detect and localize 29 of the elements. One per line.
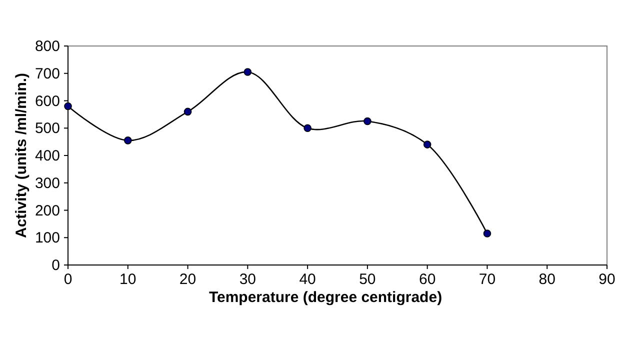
point (124, 136, 132, 144)
point (64, 102, 72, 110)
x-tick-label: 50 (359, 271, 376, 288)
y-axis-title: Activity (units /ml/min.) (13, 72, 30, 238)
y-tick-label: 300 (34, 174, 60, 192)
x-tick-label: 60 (418, 271, 436, 288)
y-tick-label: 800 (34, 38, 60, 55)
y-tick-label: 600 (34, 92, 60, 110)
x-tick-label: 90 (598, 271, 616, 288)
y-tick-label: 400 (34, 148, 60, 164)
point (184, 108, 192, 116)
x-tick-label: 20 (179, 271, 196, 288)
x-tick-label: 10 (120, 271, 136, 288)
x-tick-label: 0 (64, 271, 72, 288)
y-tick-label: 500 (34, 120, 60, 138)
x-tick-label: 80 (538, 271, 556, 288)
point (483, 230, 492, 238)
point (423, 140, 432, 148)
y-tick-label: 100 (34, 230, 60, 247)
x-axis-title: Temperature (degree centigrade) (208, 289, 442, 306)
y-tick-label: 0 (52, 257, 60, 274)
y-tick-label: 700 (34, 65, 60, 82)
point (304, 124, 312, 132)
x-tick-label: 30 (239, 271, 256, 288)
point (244, 68, 252, 76)
y-tick-label: 200 (34, 202, 60, 220)
x-tick-label: 70 (478, 271, 496, 288)
x-tick-label: 40 (299, 271, 316, 288)
point (364, 117, 372, 126)
